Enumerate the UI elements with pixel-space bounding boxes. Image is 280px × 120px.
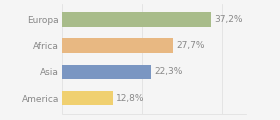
- Text: 37,2%: 37,2%: [214, 15, 243, 24]
- Text: 12,8%: 12,8%: [116, 94, 145, 103]
- Text: 27,7%: 27,7%: [176, 41, 205, 50]
- Bar: [62, 12, 211, 27]
- Bar: [62, 91, 113, 105]
- Bar: [62, 38, 173, 53]
- Bar: [62, 65, 151, 79]
- Text: 22,3%: 22,3%: [154, 67, 183, 76]
